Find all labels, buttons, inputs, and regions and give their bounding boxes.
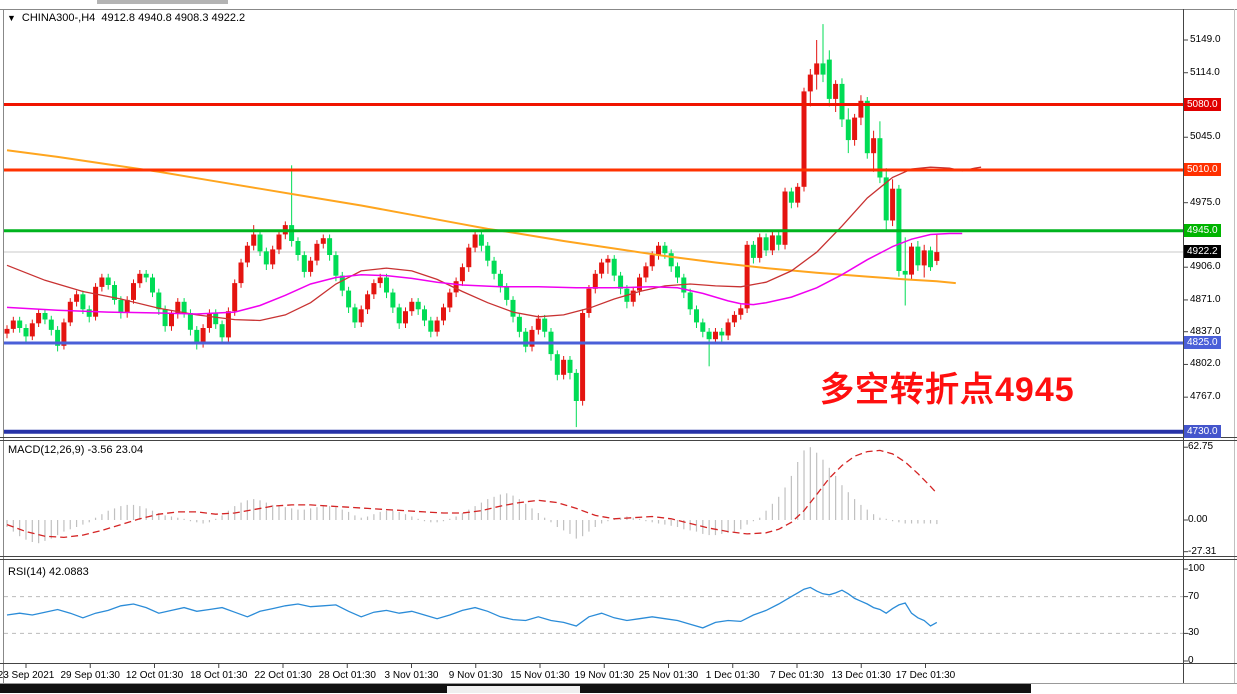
main-macd-separator-a	[0, 437, 1237, 438]
main-panel-title-row: ▼ CHINA300-,H4 4912.8 4940.8 4908.3 4922.…	[7, 12, 245, 24]
chart-annotation[interactable]: 多空转折点4945	[820, 371, 1075, 409]
main-price-panel	[4, 24, 1183, 434]
ma-medium-red	[6, 166, 982, 322]
macd-rsi-separator-b	[0, 559, 1237, 560]
macd-indicator-label: MACD(12,26,9) -3.56 23.04	[8, 444, 144, 456]
macd-rsi-separator-a	[0, 556, 1237, 557]
background-window-bar-middle	[447, 684, 580, 693]
background-window-fragment	[97, 0, 228, 4]
rsi-line	[6, 586, 938, 629]
date-axis-bottom-border	[0, 683, 1237, 684]
chart-window-top-border	[0, 9, 1237, 10]
ma-fast-magenta	[6, 232, 963, 315]
macd-signal-line	[6, 449, 938, 539]
rsi-indicator-label: RSI(14) 42.0883	[8, 566, 89, 578]
rsi-panel	[4, 586, 1183, 634]
rsi-bottom-border	[0, 663, 1237, 664]
background-window-bar-right	[580, 684, 1031, 693]
symbol-dropdown-icon[interactable]: ▼	[7, 13, 16, 23]
price-axis-line	[1183, 9, 1184, 683]
background-window-bar-left	[0, 684, 447, 693]
chart-window-right-border	[1234, 9, 1235, 683]
axis-ticks	[25, 39, 1188, 668]
chart-window-left-border	[3, 9, 4, 683]
main-macd-separator-b	[0, 440, 1237, 441]
macd-panel	[6, 447, 938, 544]
chart-title: CHINA300-,H4 4912.8 4940.8 4908.3 4922.2	[21, 12, 246, 24]
